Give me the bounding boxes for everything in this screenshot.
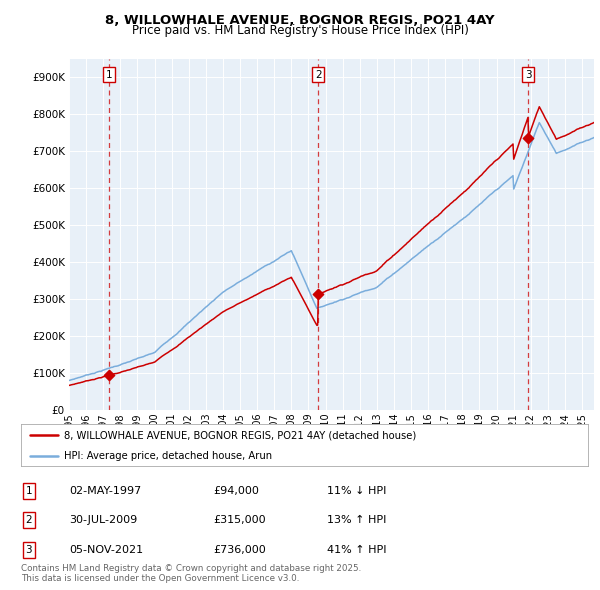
Text: 13% ↑ HPI: 13% ↑ HPI [327, 516, 386, 525]
Text: 3: 3 [25, 545, 32, 555]
Text: 2: 2 [25, 516, 32, 525]
Text: 41% ↑ HPI: 41% ↑ HPI [327, 545, 386, 555]
Text: 3: 3 [525, 70, 532, 80]
Text: HPI: Average price, detached house, Arun: HPI: Average price, detached house, Arun [64, 451, 272, 461]
Text: 8, WILLOWHALE AVENUE, BOGNOR REGIS, PO21 4AY: 8, WILLOWHALE AVENUE, BOGNOR REGIS, PO21… [105, 14, 495, 27]
Text: 02-MAY-1997: 02-MAY-1997 [69, 486, 141, 496]
Text: 8, WILLOWHALE AVENUE, BOGNOR REGIS, PO21 4AY (detached house): 8, WILLOWHALE AVENUE, BOGNOR REGIS, PO21… [64, 430, 416, 440]
Text: Price paid vs. HM Land Registry's House Price Index (HPI): Price paid vs. HM Land Registry's House … [131, 24, 469, 37]
Text: 30-JUL-2009: 30-JUL-2009 [69, 516, 137, 525]
Text: Contains HM Land Registry data © Crown copyright and database right 2025.
This d: Contains HM Land Registry data © Crown c… [21, 563, 361, 583]
Point [314, 289, 323, 299]
Text: £315,000: £315,000 [213, 516, 266, 525]
Point [104, 371, 113, 380]
Text: 1: 1 [25, 486, 32, 496]
Text: 05-NOV-2021: 05-NOV-2021 [69, 545, 143, 555]
Text: 11% ↓ HPI: 11% ↓ HPI [327, 486, 386, 496]
Point [523, 133, 533, 143]
Text: 2: 2 [315, 70, 322, 80]
Text: £94,000: £94,000 [213, 486, 259, 496]
Text: £736,000: £736,000 [213, 545, 266, 555]
Text: 1: 1 [106, 70, 112, 80]
